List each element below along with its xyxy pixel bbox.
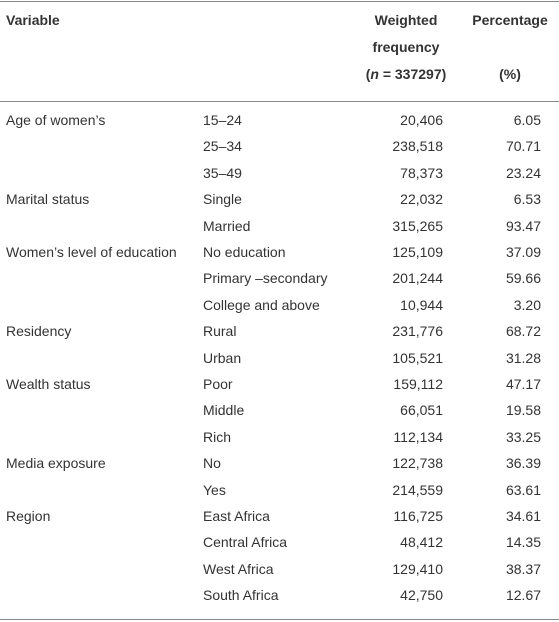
header-rule [0,101,559,102]
frequency: 66,051 [400,402,443,419]
header-percentage-unit: (%) [499,66,521,82]
sample-size: = 337297) [378,66,447,82]
frequency: 238,518 [392,138,443,155]
percentage: 6.05 [513,112,541,128]
category: 15–24 [203,112,242,128]
frequency: 10,944 [400,296,443,313]
header-variable: Variable [6,12,60,28]
category: 25–34 [203,138,242,155]
frequency: 214,559 [392,481,443,498]
frequency: 20,406 [400,112,443,128]
category: South Africa [203,587,279,604]
percentage: 93.47 [505,217,541,234]
percentage: 6.53 [513,191,541,208]
percentage: 3.20 [513,296,541,313]
percentage: 68.72 [505,323,541,340]
frequency: 125,109 [392,244,443,260]
top-rule [0,1,559,2]
variable-name: Marital status [6,191,90,208]
category: Married [203,217,251,234]
frequency: 122,738 [392,455,443,472]
frequency: 112,134 [393,428,443,445]
category: Primary –secondary [203,270,328,287]
variable-name: Residency [6,323,72,340]
frequency: 48,412 [400,534,443,551]
frequency: 116,725 [393,508,443,524]
header-sample: (n = 337297) [348,65,464,83]
percentage: 37.09 [505,244,541,260]
paren: ( [365,66,371,82]
variable-name: Region [6,508,51,524]
variable-name: Media exposure [6,455,106,472]
frequency: 42,750 [400,587,443,604]
frequency: 22,032 [400,191,443,208]
percentage: 33.25 [505,428,541,445]
header-frequency: frequency [372,39,440,55]
category: Yes [203,481,226,498]
category: Rural [203,323,237,340]
frequency: 105,521 [392,349,443,366]
category: Central Africa [203,534,288,551]
percentage: 63.61 [505,481,541,498]
percentage: 19.58 [505,402,541,419]
header-frequency: Weighted [374,12,438,28]
category: Rich [203,428,232,445]
variable-name: Wealth status [6,376,91,392]
bottom-rule [0,619,559,620]
category: West Africa [203,560,274,577]
sample-var: n [370,66,379,82]
category: College and above [203,296,320,313]
category: East Africa [203,508,270,524]
category: Single [203,191,242,208]
category: No education [203,244,286,260]
frequency: 201,244 [392,270,443,287]
category: No [203,455,221,472]
percentage: 38.37 [505,560,541,577]
percentage: 70.71 [505,138,541,155]
percentage: 14.35 [505,534,541,551]
category: Urban [203,349,242,366]
category: Middle [203,402,245,419]
category: Poor [203,376,233,392]
frequency: 129,410 [392,560,443,577]
percentage: 36.39 [505,455,541,472]
frequency: 78,373 [400,164,443,181]
percentage: 59.66 [505,270,541,287]
frequency: 231,776 [392,323,443,340]
percentage: 47.17 [505,376,541,392]
percentage: 34.61 [505,508,541,524]
header-percentage: Percentage [472,12,548,28]
frequency: 159,112 [393,376,443,392]
category: 35–49 [203,164,242,181]
variable-name: Women’s level of education [6,244,177,260]
percentage: 12.67 [505,587,541,604]
percentage: 31.28 [505,349,541,366]
variable-name: Age of women’s [6,112,106,128]
frequency: 315,265 [392,217,443,234]
percentage: 23.24 [505,164,541,181]
